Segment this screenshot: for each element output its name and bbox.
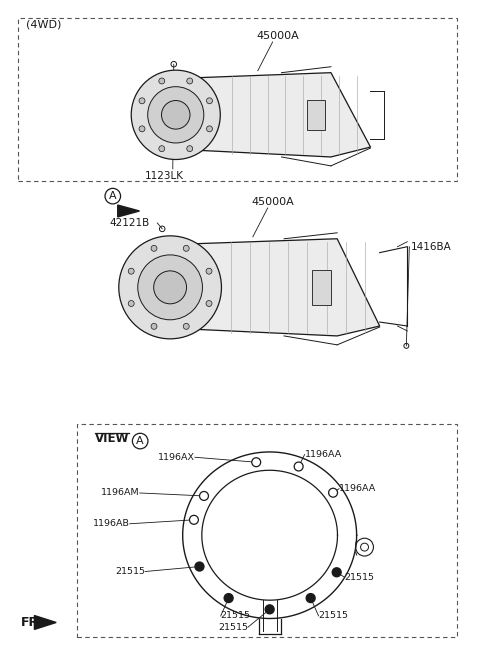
Circle shape bbox=[294, 462, 303, 471]
Circle shape bbox=[119, 236, 221, 339]
Polygon shape bbox=[167, 239, 380, 336]
Circle shape bbox=[329, 488, 337, 497]
Circle shape bbox=[332, 568, 341, 577]
Text: 45000A: 45000A bbox=[251, 197, 294, 207]
Circle shape bbox=[183, 324, 189, 329]
Circle shape bbox=[206, 98, 213, 103]
Text: 1196AA: 1196AA bbox=[339, 484, 376, 493]
Text: VIEW: VIEW bbox=[95, 432, 129, 445]
Circle shape bbox=[190, 515, 198, 524]
Text: 21515: 21515 bbox=[221, 611, 251, 620]
Circle shape bbox=[200, 491, 208, 500]
Circle shape bbox=[138, 255, 203, 320]
Circle shape bbox=[139, 126, 145, 132]
Text: 1196AM: 1196AM bbox=[101, 489, 140, 497]
Polygon shape bbox=[35, 616, 56, 629]
Text: 45000A: 45000A bbox=[256, 31, 299, 41]
Text: (4WD): (4WD) bbox=[25, 20, 61, 29]
Text: 1416BA: 1416BA bbox=[411, 242, 452, 252]
Circle shape bbox=[206, 301, 212, 307]
Circle shape bbox=[206, 126, 213, 132]
Text: 21515: 21515 bbox=[319, 611, 348, 620]
Circle shape bbox=[151, 246, 157, 252]
FancyBboxPatch shape bbox=[312, 270, 331, 305]
Circle shape bbox=[128, 301, 134, 307]
Circle shape bbox=[252, 458, 261, 466]
Text: 21515: 21515 bbox=[345, 572, 374, 582]
Circle shape bbox=[265, 605, 274, 614]
Circle shape bbox=[159, 145, 165, 152]
Text: 21515: 21515 bbox=[115, 567, 145, 576]
Circle shape bbox=[187, 78, 192, 84]
Circle shape bbox=[159, 78, 165, 84]
FancyBboxPatch shape bbox=[307, 100, 325, 130]
Text: A: A bbox=[136, 436, 144, 446]
Circle shape bbox=[154, 271, 187, 304]
Circle shape bbox=[183, 246, 189, 252]
Circle shape bbox=[206, 268, 212, 274]
Circle shape bbox=[224, 593, 233, 603]
Circle shape bbox=[128, 268, 134, 274]
Circle shape bbox=[195, 562, 204, 571]
Circle shape bbox=[151, 324, 157, 329]
Text: 21515: 21515 bbox=[218, 623, 248, 631]
Text: A: A bbox=[109, 191, 117, 201]
Circle shape bbox=[306, 593, 315, 603]
Polygon shape bbox=[118, 205, 140, 217]
Text: 1123LK: 1123LK bbox=[145, 171, 184, 181]
Text: 42121B: 42121B bbox=[110, 218, 150, 228]
Circle shape bbox=[131, 70, 220, 159]
Text: 1196AB: 1196AB bbox=[93, 519, 130, 529]
Text: FR.: FR. bbox=[21, 616, 44, 629]
Circle shape bbox=[187, 145, 192, 152]
Text: 1196AX: 1196AX bbox=[158, 453, 195, 462]
Circle shape bbox=[139, 98, 145, 103]
Circle shape bbox=[161, 100, 190, 129]
Polygon shape bbox=[173, 73, 371, 157]
Circle shape bbox=[148, 86, 204, 143]
Text: 1196AA: 1196AA bbox=[305, 450, 342, 459]
